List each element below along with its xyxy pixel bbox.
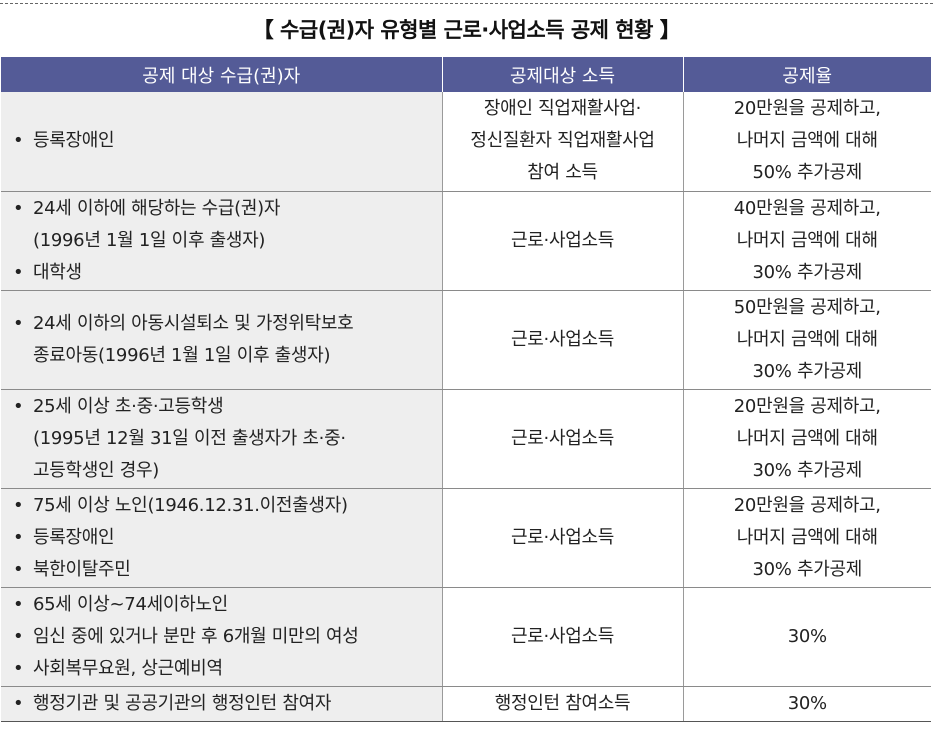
bullet-item: 65세 이상~74세이하노인 [13, 589, 442, 621]
rate-cell: 30% [682, 587, 931, 687]
income-line: 참여 소득 [527, 162, 598, 184]
target-cell: 75세 이상 노인(1946.12.31.이전출생자)등록장애인북한이탈주민 [1, 488, 442, 588]
rate-cell: 50만원을 공제하고, 나머지 금액에 대해 30% 추가공제 [682, 290, 931, 390]
target-cell: 행정기관 및 공공기관의 행정인턴 참여자 [1, 686, 442, 722]
continuation-line: 종료아동(1996년 1월 1일 이후 출생자) [33, 344, 331, 366]
table-row: 25세 이상 초·중·고등학생 (1995년 12월 31일 이전 출생자가 초·… [1, 389, 931, 489]
table-row: 24세 이하에 해당하는 수급(권)자 (1996년 1월 1일 이후 출생자) 대… [1, 191, 931, 291]
rate-line: 50% 추가공제 [752, 162, 863, 184]
bullet-item: 사회복무요원, 상근예비역 [13, 653, 442, 685]
income-line: 근로·사업소득 [511, 625, 614, 647]
income-cell: 근로·사업소득 [441, 290, 683, 390]
table-row: 행정기관 및 공공기관의 행정인턴 참여자 행정인턴 참여소득 30% [1, 686, 931, 722]
rate-line: 30% 추가공제 [752, 360, 863, 382]
bullet-item: 25세 이상 초·중·고등학생 [13, 391, 442, 423]
page-title: 【 수급(권)자 유형별 근로·사업소득 공제 현황 】 [252, 18, 681, 42]
bullet-item: 24세 이하에 해당하는 수급(권)자 [13, 193, 442, 225]
rate-line: 나머지 금액에 대해 [736, 328, 878, 350]
header-rate: 공제율 [682, 57, 931, 92]
continuation-line: (1995년 12월 31일 이전 출생자가 초·중· [33, 427, 346, 449]
rate-line: 나머지 금액에 대해 [736, 130, 878, 152]
income-line: 정신질환자 직업재활사업 [470, 130, 655, 152]
income-line: 장애인 직업재활사업· [483, 98, 642, 120]
bullet-item: 등록장애인 [13, 125, 442, 157]
rate-line: 30% [787, 625, 827, 647]
target-cell: 등록장애인 [1, 92, 442, 192]
header-income: 공제대상 소득 [441, 57, 684, 92]
rate-line: 30% 추가공제 [752, 459, 863, 481]
income-cell: 근로·사업소득 [441, 389, 683, 489]
target-cell: 25세 이상 초·중·고등학생 (1995년 12월 31일 이전 출생자가 초·… [1, 389, 442, 489]
income-cell: 행정인턴 참여소득 [441, 686, 683, 722]
income-cell: 근로·사업소득 [441, 587, 683, 687]
bullet-item: 행정기관 및 공공기관의 행정인턴 참여자 [13, 688, 442, 720]
bullet-item: 24세 이하의 아동시설퇴소 및 가정위탁보호 [13, 308, 442, 340]
rate-line: 30% [787, 692, 827, 714]
rate-cell: 30% [682, 686, 931, 722]
bullet-item: 임신 중에 있거나 분만 후 6개월 미만의 여성 [13, 621, 442, 653]
rate-line: 20만원을 공제하고, [733, 395, 881, 417]
bullet-item: 대학생 [13, 257, 442, 289]
top-divider [0, 3, 933, 4]
rate-line: 50만원을 공제하고, [733, 296, 881, 318]
rate-line: 20만원을 공제하고, [733, 98, 881, 120]
rate-line: 40만원을 공제하고, [733, 197, 881, 219]
income-cell: 근로·사업소득 [441, 191, 683, 291]
table-row: 75세 이상 노인(1946.12.31.이전출생자)등록장애인북한이탈주민 근로… [1, 488, 931, 588]
income-line: 근로·사업소득 [511, 328, 614, 350]
continuation-line: (1996년 1월 1일 이후 출생자) [33, 229, 266, 251]
income-line: 행정인턴 참여소득 [494, 692, 631, 714]
rate-line: 30% 추가공제 [752, 261, 863, 283]
rate-line: 나머지 금액에 대해 [736, 427, 878, 449]
header-target: 공제 대상 수급(권)자 [1, 57, 443, 92]
target-cell: 65세 이상~74세이하노인임신 중에 있거나 분만 후 6개월 미만의 여성사… [1, 587, 442, 687]
rate-line: 나머지 금액에 대해 [736, 526, 878, 548]
rate-line: 나머지 금액에 대해 [736, 229, 878, 251]
rate-line: 30% 추가공제 [752, 558, 863, 580]
target-cell: 24세 이하에 해당하는 수급(권)자 (1996년 1월 1일 이후 출생자) 대… [1, 191, 442, 291]
rate-cell: 20만원을 공제하고, 나머지 금액에 대해 30% 추가공제 [682, 389, 931, 489]
bullet-item: 등록장애인 [13, 522, 442, 554]
continuation-line: 고등학생인 경우) [33, 459, 159, 481]
bullet-item: 북한이탈주민 [13, 554, 442, 586]
income-line: 근로·사업소득 [511, 229, 614, 251]
income-line: 근로·사업소득 [511, 526, 614, 548]
rate-cell: 40만원을 공제하고, 나머지 금액에 대해 30% 추가공제 [682, 191, 931, 291]
bullet-item: 75세 이상 노인(1946.12.31.이전출생자) [13, 490, 442, 522]
rate-cell: 20만원을 공제하고, 나머지 금액에 대해 50% 추가공제 [682, 92, 931, 192]
table-header-row: 공제 대상 수급(권)자 공제대상 소득 공제율 [1, 57, 931, 92]
income-cell: 근로·사업소득 [441, 488, 683, 588]
rate-cell: 20만원을 공제하고, 나머지 금액에 대해 30% 추가공제 [682, 488, 931, 588]
rate-line: 20만원을 공제하고, [733, 494, 881, 516]
table-row: 65세 이상~74세이하노인임신 중에 있거나 분만 후 6개월 미만의 여성사… [1, 587, 931, 687]
income-line: 근로·사업소득 [511, 427, 614, 449]
